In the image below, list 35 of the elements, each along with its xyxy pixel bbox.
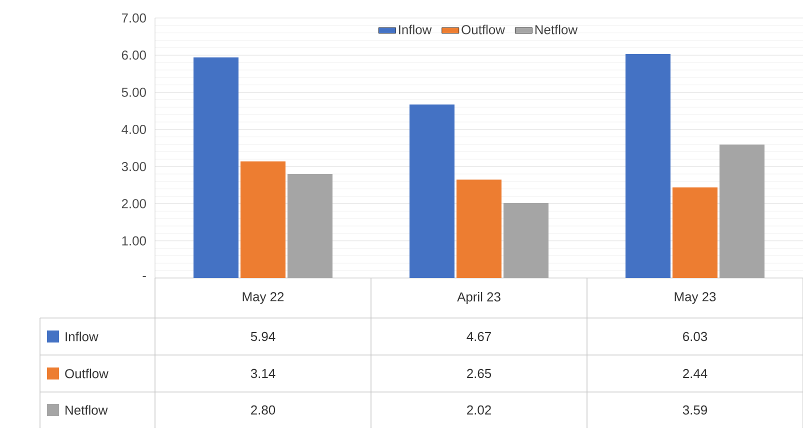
data-label: 2.02 <box>467 405 491 415</box>
bar <box>720 144 765 278</box>
legend-label: Netflow <box>535 24 578 34</box>
x-tick-label: April 23 <box>457 292 500 304</box>
y-tick-label: 1.00 <box>122 236 146 246</box>
text: Outflow <box>65 368 108 378</box>
y-tick-label: 2.00 <box>122 199 146 208</box>
bar <box>410 104 455 278</box>
y-tick-label: 3.00 <box>122 162 146 172</box>
bar <box>626 54 671 278</box>
text: Netflow <box>66 405 108 415</box>
legend-label: Outflow <box>462 24 506 34</box>
x-tick-label: May 22 <box>242 292 284 304</box>
y-tick-label: 6.00 <box>122 50 146 60</box>
legend-label: Inflow <box>399 24 432 34</box>
data-label: 2.44 <box>683 368 708 378</box>
data-label: 2.80 <box>251 405 276 415</box>
y-tick-label: 7.00 <box>122 13 146 23</box>
y-tick-label: 5.00 <box>122 88 146 97</box>
bar <box>456 180 502 278</box>
data-label: 3.59 <box>682 405 707 415</box>
text: Inflow <box>66 332 98 342</box>
bar <box>194 57 239 278</box>
x-tick-label: May 23 <box>674 292 716 304</box>
bar <box>240 161 286 278</box>
data-label: 5.94 <box>250 332 276 342</box>
data-label: 2.65 <box>467 368 492 378</box>
y-tick-label: 4.00 <box>122 124 146 134</box>
data-label: 6.03 <box>683 332 708 342</box>
y-tick-label: - <box>142 276 146 278</box>
bar <box>672 187 718 278</box>
data-label: 3.14 <box>250 368 276 378</box>
bar <box>288 174 333 278</box>
data-label: 4.67 <box>466 332 491 342</box>
bar <box>504 202 549 278</box>
